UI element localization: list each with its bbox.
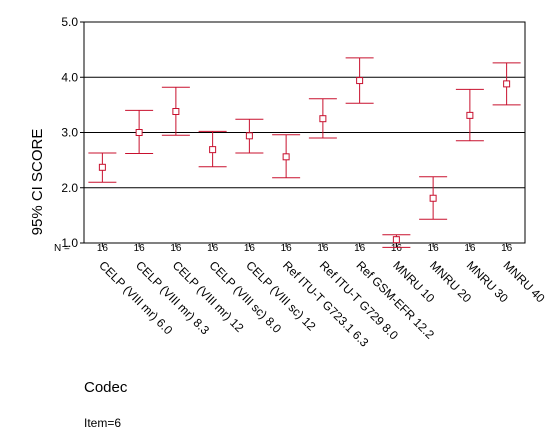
error-bar <box>345 57 374 104</box>
mean-marker <box>429 194 437 202</box>
n-prefix-label: N = <box>54 243 70 254</box>
error-bar <box>382 234 411 248</box>
n-count-label: 16 <box>97 243 109 254</box>
n-count-label: 16 <box>134 243 146 254</box>
n-count-label: 16 <box>354 243 366 254</box>
error-bar <box>125 109 154 154</box>
n-count-label: 16 <box>501 243 513 254</box>
mean-marker <box>135 129 143 136</box>
y-tick-label: 3.0 <box>61 126 78 140</box>
error-bar <box>88 152 117 183</box>
n-count-label: 16 <box>428 243 440 254</box>
error-bar <box>492 62 521 106</box>
n-count-label: 16 <box>244 243 256 254</box>
mean-marker <box>356 77 364 85</box>
y-axis-ticks: 1.0 2.0 3.0 4.0 5.0 <box>61 15 84 250</box>
error-bar <box>272 134 301 179</box>
mean-marker <box>392 236 400 244</box>
n-count-label: 16 <box>170 243 182 254</box>
error-bar <box>235 118 264 154</box>
error-bar <box>161 86 190 136</box>
y-tick-label: 4.0 <box>61 70 78 84</box>
mean-marker <box>319 115 327 123</box>
n-count-label: 16 <box>207 243 219 254</box>
n-count-label: 16 <box>317 243 329 254</box>
error-bars <box>88 57 521 248</box>
y-tick-label: 2.0 <box>61 181 78 195</box>
n-count-label: 16 <box>391 243 403 254</box>
n-count-label: 16 <box>464 243 476 254</box>
mean-marker <box>209 146 217 154</box>
n-count-label: 16 <box>281 243 293 254</box>
grid-lines <box>84 76 525 189</box>
footnote: Item=6 <box>84 416 122 430</box>
y-axis-title: 95% CI SCORE <box>29 129 46 236</box>
y-tick-label: 5.0 <box>61 15 78 29</box>
mean-marker <box>98 163 106 171</box>
error-bar <box>198 130 227 168</box>
mean-marker <box>245 132 253 140</box>
error-bar <box>455 88 484 142</box>
error-bar <box>419 176 448 220</box>
mean-marker <box>282 153 290 161</box>
error-bar <box>308 98 337 139</box>
y-tick-label: 1.0 <box>61 236 78 250</box>
mean-marker <box>172 108 180 116</box>
x-axis-title: Codec <box>84 379 128 396</box>
n-counts: 16 16 16 16 16 16 16 16 16 16 16 16 <box>97 243 513 254</box>
mean-marker <box>503 80 511 88</box>
mean-marker <box>466 111 474 119</box>
